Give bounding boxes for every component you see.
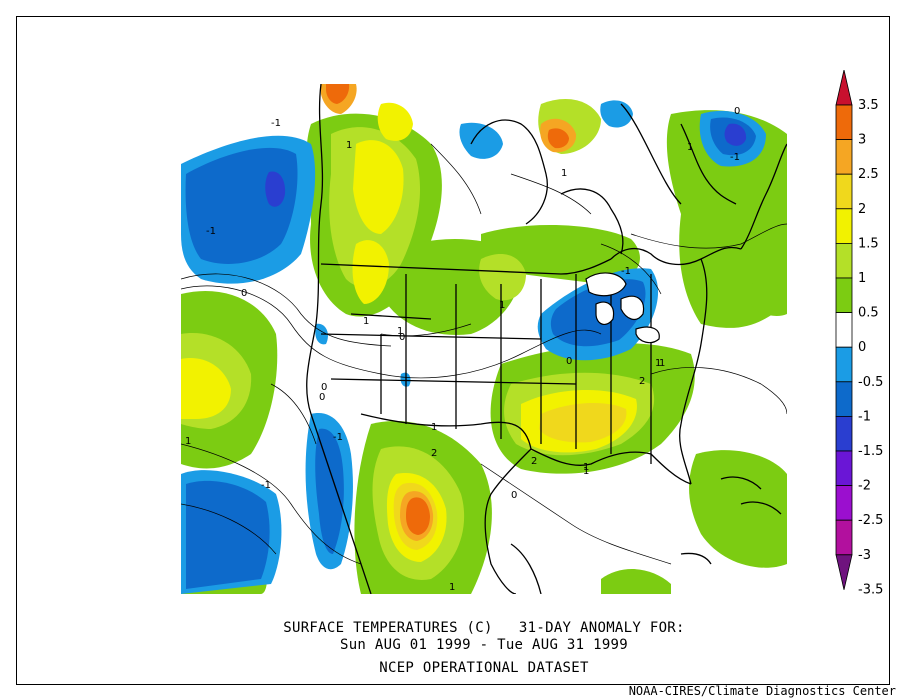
anomaly-fill-3-3p5	[326, 84, 569, 535]
contour-label: 0	[566, 356, 572, 367]
colorbar-box	[835, 485, 853, 521]
colorbar-box	[835, 104, 853, 140]
contour-label: -1	[333, 432, 343, 443]
contour-label: 1	[431, 422, 437, 433]
colorbar-box	[835, 450, 853, 486]
colorbar-tick-label: -2.5	[858, 513, 883, 528]
contour-label: -1	[271, 118, 281, 129]
contour-label: 1	[346, 140, 352, 151]
contour-label: 2	[431, 448, 437, 459]
colorbar-tick-label: 1	[858, 271, 866, 286]
great-lakes	[585, 272, 660, 344]
caption-dataset: NCEP OPERATIONAL DATASET	[379, 660, 589, 676]
anomaly-fill-neg1p5-neg2	[265, 123, 747, 207]
colorbar-tick-label: 0.5	[858, 306, 879, 321]
contour-label: 0	[399, 332, 405, 343]
anomaly-map: -1 1 -1 0 1 1 1 0 0 -1 1 1 0 1 -1 0 1 2 …	[181, 84, 787, 594]
contour-label: 1	[561, 168, 567, 179]
contour-label: -1	[730, 152, 740, 163]
colorbar-box	[835, 415, 853, 452]
colorbar-box	[835, 208, 853, 244]
colorbar-top-arrow	[835, 70, 853, 106]
contour-label: -1	[621, 266, 631, 277]
credit-text: NOAA-CIRES/Climate Diagnostics Center	[628, 684, 896, 698]
colorbar-box	[835, 346, 853, 383]
colorbar-tick-label: 1.5	[858, 236, 879, 251]
plot-frame	[16, 16, 890, 685]
coastline-borders	[306, 84, 787, 594]
colorbar-tick-label: -1.5	[858, 444, 883, 459]
contour-label: 1	[499, 300, 505, 311]
colorbar-box	[835, 277, 853, 313]
contour-lines	[181, 143, 787, 565]
contour-label: -1	[206, 226, 216, 237]
colorbar-labels: 3.5 3 2.5 2 1.5 1 0.5 0 -0.5 -1 -1.5 -2 -2.5 -3 -3.5	[858, 98, 883, 597]
colorbar-legend: 3.5 3 2.5 2 1.5 1 0.5 0 -0.5 -1 -1.5 -2 -2.5 -3 -3.5	[835, 70, 883, 597]
contour-label: 0	[511, 490, 517, 501]
colorbar-box	[835, 139, 853, 175]
contour-label: -1	[261, 480, 271, 491]
colorbar-tick-label: 0	[858, 340, 866, 355]
colorbar-tick-label: 3	[858, 133, 866, 148]
colorbar-tick-label: -3.5	[858, 582, 883, 597]
colorbar-box	[835, 519, 853, 556]
contour-label: 1	[449, 582, 455, 593]
caption-title: SURFACE TEMPERATURES (C) 31-DAY ANOMALY …	[283, 620, 685, 636]
contour-label: 1	[397, 326, 403, 337]
colorbar-tick-label: -2	[858, 479, 871, 494]
colorbar-box	[835, 381, 853, 417]
contour-label: 1	[687, 142, 693, 153]
colorbar-tick-label: 3.5	[858, 98, 879, 113]
contour-label: 1	[363, 316, 369, 327]
colorbar-boxes	[835, 70, 853, 590]
colorbar-tick-label: -0.5	[858, 375, 883, 390]
caption-dates: Sun AUG 01 1999 - Tue AUG 31 1999	[339, 637, 629, 653]
contour-label: 0	[734, 106, 740, 117]
colorbar-box	[835, 312, 853, 348]
contour-label: 0	[319, 392, 325, 403]
colorbar-box	[835, 173, 853, 210]
colorbar-tick-label: -3	[858, 548, 871, 563]
contour-label: 2	[639, 376, 645, 387]
contour-label: 1	[583, 466, 589, 477]
contour-label: 0	[321, 382, 327, 393]
contour-label: 1	[659, 358, 665, 369]
contour-label: 1	[583, 462, 589, 473]
colorbar-bottom-arrow	[835, 554, 853, 590]
colorbar-tick-label: -1	[858, 409, 871, 424]
contour-label: 2	[531, 456, 537, 467]
contour-labels: -1 1 -1 0 1 1 1 0 0 -1 1 1 0 1 -1 0 1 2 …	[185, 106, 740, 593]
contour-label: 1	[185, 436, 191, 447]
colorbar-tick-label: 2.5	[858, 167, 879, 182]
contour-label: 1	[655, 358, 661, 369]
colorbar-tick-label: 2	[858, 202, 866, 217]
colorbar-box	[835, 242, 853, 279]
contour-label: 0	[241, 288, 247, 299]
